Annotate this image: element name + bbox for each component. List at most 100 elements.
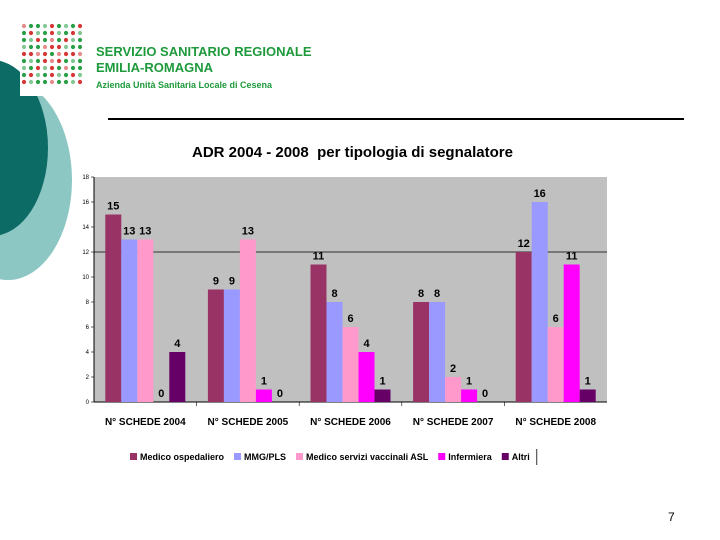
logo-dot (21, 44, 27, 50)
data-label: 13 (242, 226, 254, 238)
data-label: 6 (553, 313, 559, 325)
y-tick-label: 12 (82, 250, 89, 256)
data-label: 9 (213, 276, 219, 288)
legend-swatch (296, 453, 304, 460)
logo-dot (49, 37, 55, 43)
bar (515, 252, 532, 402)
logo-dot (63, 65, 69, 71)
logo-dot (21, 37, 27, 43)
logo-dot (77, 44, 83, 50)
data-label: 9 (229, 276, 235, 288)
bar (137, 239, 154, 402)
data-label: 1 (379, 376, 385, 388)
logo-dot (77, 65, 83, 71)
bar (547, 327, 564, 402)
data-label: 13 (139, 226, 151, 238)
logo-dot (63, 79, 69, 85)
logo-dot (77, 23, 83, 29)
bar (358, 352, 375, 402)
logo-dot (35, 65, 41, 71)
legend-swatch (501, 453, 509, 460)
y-tick-label: 6 (86, 325, 90, 331)
logo-dot (56, 65, 62, 71)
y-tick-label: 0 (86, 400, 90, 406)
legend-swatch (438, 453, 446, 460)
y-tick-label: 16 (82, 200, 89, 206)
logo-dot (35, 58, 41, 64)
logo-dot (42, 44, 48, 50)
data-label: 16 (534, 188, 546, 200)
bar (342, 327, 359, 402)
logo-dot (21, 51, 27, 57)
logo-dot (70, 37, 76, 43)
bar (531, 202, 548, 402)
legend: Medico ospedaliero MMG/PLS Medico servizi … (130, 449, 538, 465)
legend-swatch (234, 453, 242, 460)
logo-dot (28, 44, 34, 50)
logo-dot (49, 30, 55, 36)
logo-dot (42, 37, 48, 43)
logo-dot (77, 51, 83, 57)
logo-dot (63, 58, 69, 64)
logo-dot (28, 58, 34, 64)
x-category-label: N° SCHEDE 2008 (515, 417, 596, 428)
logo-dot (28, 51, 34, 57)
x-category-label: N° SCHEDE 2006 (310, 417, 391, 428)
y-tick-label: 4 (86, 350, 90, 356)
logo-dot (35, 72, 41, 78)
logo-dot (49, 23, 55, 29)
logo-dot (56, 44, 62, 50)
bar (255, 389, 272, 402)
data-label: 11 (566, 251, 578, 263)
logo-line-2: EMILIA-ROMAGNA (96, 60, 213, 75)
logo-dot (42, 72, 48, 78)
legend-label: MMG/PLS (244, 452, 286, 462)
logo-dot (49, 51, 55, 57)
logo-line-3: Azienda Unità Sanitaria Locale di Cesena (96, 80, 273, 90)
bar (169, 352, 186, 402)
logo-dot (42, 58, 48, 64)
y-tick-label: 8 (86, 300, 90, 306)
page-number: 7 (668, 510, 675, 524)
bar (579, 389, 596, 402)
data-label: 11 (313, 251, 325, 263)
logo-dot (35, 23, 41, 29)
logo-dot (35, 79, 41, 85)
logo-dot (77, 37, 83, 43)
data-label: 15 (107, 201, 119, 213)
logo-dot (70, 44, 76, 50)
x-category-label: N° SCHEDE 2004 (105, 417, 186, 428)
logo-dot (70, 51, 76, 57)
logo-dot (42, 51, 48, 57)
logo-dot (21, 79, 27, 85)
data-label: 8 (331, 288, 337, 300)
logo-dot (77, 79, 83, 85)
data-label: 8 (434, 288, 440, 300)
logo-dot (49, 65, 55, 71)
data-label: 1 (585, 376, 591, 388)
logo-dot (35, 44, 41, 50)
x-category-label: N° SCHEDE 2007 (413, 417, 494, 428)
title-rule (108, 118, 684, 120)
logo-dot (42, 30, 48, 36)
bar (207, 289, 224, 402)
logo-dot (63, 37, 69, 43)
bar (105, 214, 122, 402)
data-label: 1 (261, 376, 267, 388)
logo-dot (77, 58, 83, 64)
logo-dot (63, 51, 69, 57)
bar (223, 289, 240, 402)
logo-dot (70, 72, 76, 78)
logo-dot (42, 65, 48, 71)
logo-dot (35, 30, 41, 36)
bar (461, 389, 478, 402)
logo-dot (49, 44, 55, 50)
logo-dot (56, 30, 62, 36)
logo-dot (56, 51, 62, 57)
logo-dot (21, 72, 27, 78)
logo-dot (63, 23, 69, 29)
logo-line-1: SERVIZIO SANITARIO REGIONALE (96, 44, 312, 59)
y-tick-label: 18 (82, 175, 89, 181)
